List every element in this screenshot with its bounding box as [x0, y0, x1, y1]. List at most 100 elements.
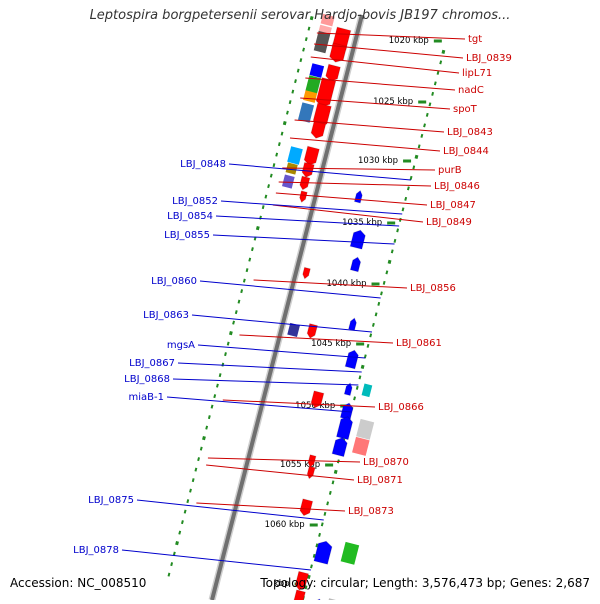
operon-block — [313, 30, 331, 54]
gene-label-left: LBJ_0867 — [129, 358, 175, 369]
forward-gene-shape — [303, 145, 320, 166]
reverse-gene — [349, 256, 362, 273]
gene-label-left: LBJ_0855 — [164, 230, 210, 241]
tick-right — [202, 435, 206, 441]
operon-block-shape — [309, 63, 325, 78]
tick-right — [307, 26, 311, 31]
tick-right — [175, 540, 179, 546]
tick-left — [393, 238, 397, 243]
operon-block — [287, 146, 303, 165]
gene-label-right: LBJ_0861 — [396, 338, 442, 349]
gene-label-left: LBJ_0868 — [124, 374, 170, 385]
forward-gene-shape — [299, 175, 311, 191]
forward-gene — [310, 120, 327, 139]
tick-left — [355, 385, 359, 390]
reverse-block-shape — [356, 418, 375, 440]
forward-gene-shape — [299, 190, 308, 204]
tick-left — [360, 364, 365, 369]
tick-left — [425, 112, 429, 117]
gene-label-left: LBJ_0852 — [172, 196, 218, 207]
label-leader — [316, 32, 466, 40]
gene-label-right: LBJ_0843 — [447, 127, 493, 138]
reverse-gene-shape — [344, 349, 359, 370]
label-leader — [206, 464, 355, 481]
label-leader — [121, 549, 311, 571]
tick-left — [441, 49, 446, 54]
forward-gene-shape — [310, 120, 327, 139]
label-leader — [222, 399, 376, 408]
tick-left — [312, 553, 316, 558]
gene-label-left: LBJ_0875 — [88, 495, 134, 506]
gene-label-right: spoT — [453, 104, 478, 115]
gene-label-left: LBJ_0848 — [180, 159, 226, 170]
gene-label-right: LBJ_0871 — [357, 475, 403, 486]
tick-left — [374, 312, 378, 317]
gene-label-left: LBJ_0854 — [167, 211, 213, 222]
tick-left — [369, 333, 373, 338]
operon-block-shape — [320, 13, 335, 27]
gene-label-right: LBJ_0846 — [434, 181, 480, 192]
gene-label-right: tgt — [468, 34, 482, 45]
reverse-block-shape — [361, 383, 373, 398]
tick-right — [237, 299, 241, 304]
reverse-gene-shape — [349, 256, 362, 273]
tick-left — [358, 375, 362, 380]
tick-right — [181, 520, 184, 525]
tick-right — [224, 352, 227, 357]
gene-label-left: LBJ_0878 — [73, 545, 119, 556]
tick-left — [353, 396, 356, 401]
forward-gene — [293, 589, 306, 604]
scale-label: 1060 kbp — [265, 520, 305, 530]
tick-left — [439, 60, 443, 65]
reverse-gene — [347, 317, 357, 332]
reverse-gene — [313, 540, 333, 565]
forward-gene-shape — [302, 266, 311, 280]
label-leader — [172, 378, 359, 386]
forward-gene-shape — [293, 589, 306, 604]
tick-left — [328, 490, 332, 495]
forward-gene-shape — [306, 323, 319, 339]
forward-gene — [299, 175, 311, 191]
reverse-gene-shape — [349, 229, 366, 250]
gene-label-right: nadC — [458, 85, 484, 96]
label-leader — [177, 362, 362, 373]
tick-left — [333, 469, 338, 474]
label-leader — [272, 204, 424, 223]
tick-left — [304, 585, 308, 590]
tick-right — [213, 394, 217, 399]
tick-right — [207, 415, 211, 420]
operon-block — [303, 90, 318, 103]
operon-block — [309, 63, 325, 78]
tick-right — [167, 572, 171, 577]
tick-right — [216, 383, 219, 388]
tick-right — [234, 310, 238, 315]
tick-left — [371, 322, 375, 327]
tick-right — [172, 551, 176, 556]
map-title: Leptospira borgpetersenii serovar Hardjo… — [89, 8, 511, 23]
operon-block-shape — [313, 30, 331, 54]
tick-left — [387, 259, 392, 264]
tick-right — [267, 184, 270, 189]
label-leader — [239, 334, 394, 344]
forward-gene-shape — [310, 390, 325, 409]
label-leader — [289, 137, 441, 152]
forward-gene-shape — [325, 63, 341, 82]
forward-gene-shape — [301, 161, 315, 178]
gene-label-left: LBJ_0860 — [151, 276, 197, 287]
scale-label: 1020 kbp — [389, 36, 429, 46]
gene-label-right: LBJ_0839 — [466, 53, 512, 64]
reverse-gene-shape — [313, 540, 333, 565]
label-leader — [220, 200, 403, 215]
operon-block-shape — [281, 174, 295, 189]
tick-right — [218, 373, 222, 378]
reverse-block — [352, 436, 370, 456]
tick-right — [232, 320, 235, 325]
forward-gene — [299, 190, 308, 204]
topology-text: Topology: circular; Length: 3,576,473 bp… — [260, 576, 590, 590]
tick-right — [286, 110, 289, 115]
tick-right — [186, 499, 190, 504]
scale-label: kbp — [274, 579, 290, 589]
tick-right — [251, 247, 254, 252]
label-leader — [278, 181, 432, 187]
tick-right — [264, 194, 268, 199]
